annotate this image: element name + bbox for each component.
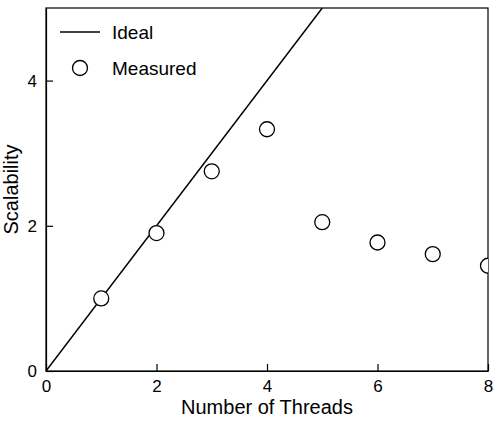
legend-label: Ideal — [112, 22, 153, 43]
tick-label: 6 — [373, 377, 382, 396]
legend-symbol — [60, 31, 100, 33]
tick: 4 — [263, 364, 272, 396]
tick-mark — [156, 364, 157, 371]
tick: 0 — [28, 362, 53, 381]
plot: 0 2 4 6 8 0 2 4 Ideal Measured — [28, 8, 496, 396]
y-axis: 0 2 4 — [28, 9, 53, 381]
point — [204, 164, 219, 179]
tick-label: 0 — [42, 377, 51, 396]
point — [315, 215, 330, 230]
y-axis-title: Scalability — [0, 144, 22, 234]
point — [370, 235, 385, 250]
x-axis-title: Number of Threads — [181, 396, 353, 418]
point — [481, 258, 489, 273]
tick: 2 — [28, 217, 53, 236]
point — [94, 291, 109, 306]
line — [46, 8, 322, 371]
tick-label: 8 — [484, 377, 493, 396]
tick: 6 — [373, 364, 382, 396]
tick-mark — [267, 364, 268, 371]
tick-label: 4 — [263, 377, 272, 396]
tick-mark — [377, 364, 378, 371]
data-area — [46, 8, 488, 371]
tick-mark — [488, 364, 489, 371]
legend-label: Measured — [112, 58, 197, 79]
point — [149, 226, 164, 241]
x-axis: 0 2 4 6 8 — [42, 364, 493, 396]
axis-line — [47, 371, 489, 372]
tick-label: 2 — [152, 377, 161, 396]
tick-mark — [46, 226, 53, 227]
tick-mark — [46, 371, 53, 372]
point — [425, 247, 440, 262]
tick: 2 — [152, 364, 161, 396]
tick-mark — [46, 80, 53, 81]
legend: Ideal Measured — [60, 22, 197, 79]
tick-label: 2 — [28, 217, 37, 236]
tick-label: 4 — [28, 72, 37, 91]
tick: 4 — [28, 72, 53, 91]
legend-symbol — [73, 61, 88, 76]
point — [260, 122, 275, 137]
plot-frame — [46, 8, 488, 371]
tick: 8 — [484, 364, 493, 396]
chart: 0 2 4 6 8 0 2 4 Ideal Measured Number of Threads Sc… — [0, 0, 500, 424]
axis-line — [46, 9, 47, 372]
tick-label: 0 — [28, 362, 37, 381]
